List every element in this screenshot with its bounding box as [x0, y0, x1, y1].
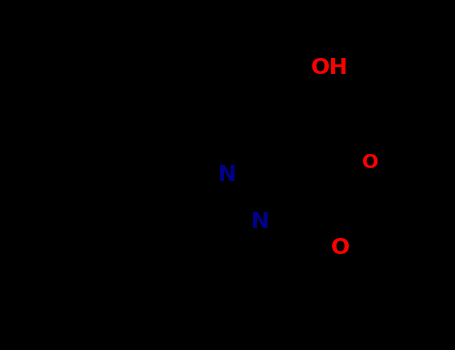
- Text: N: N: [251, 212, 269, 232]
- Text: O: O: [330, 238, 349, 258]
- Text: O: O: [362, 153, 378, 172]
- Text: OH: OH: [311, 58, 349, 78]
- Text: N: N: [218, 165, 236, 185]
